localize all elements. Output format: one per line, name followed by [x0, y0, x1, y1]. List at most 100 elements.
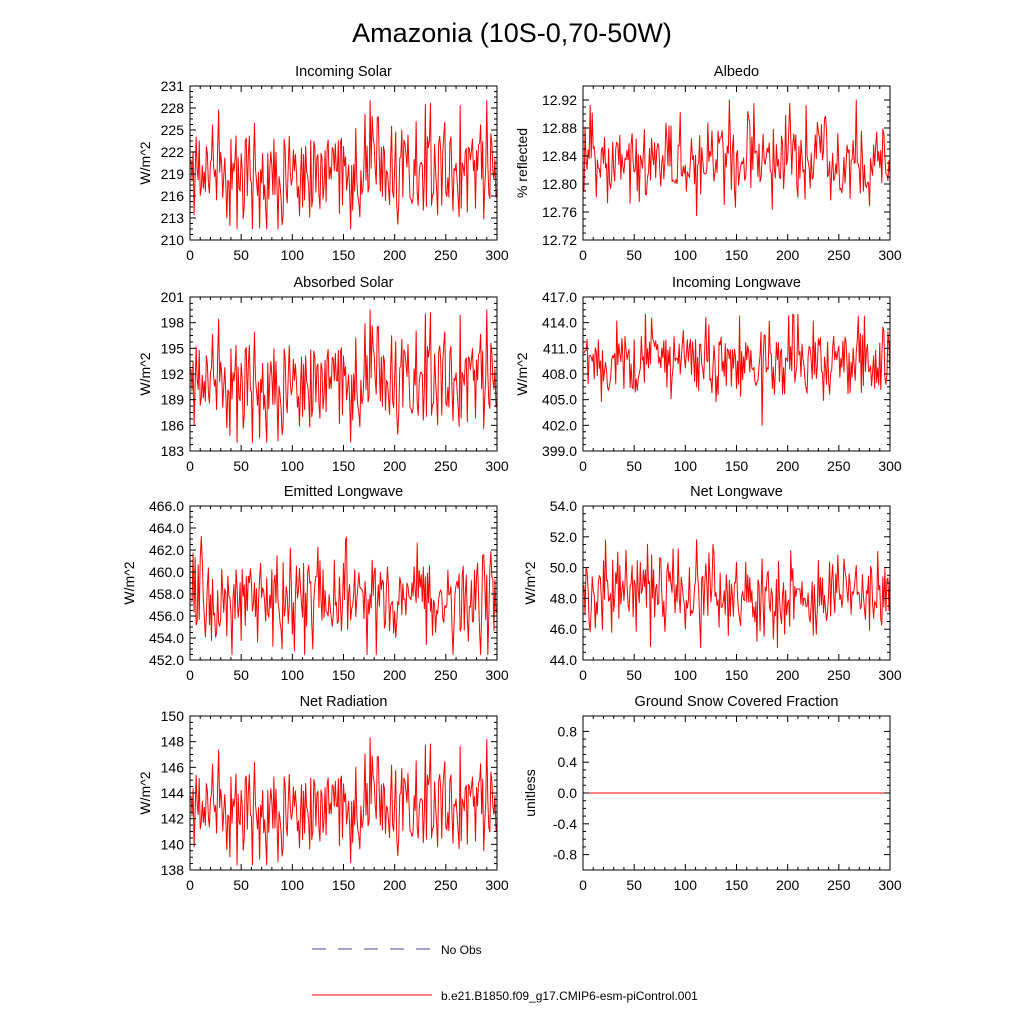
x-tick-label: 150	[725, 247, 749, 263]
panel-albedo: 0 50 100 150 200 250 300 12.72 12.76 12.80 12.84 12…	[514, 64, 902, 263]
x-tick-label: 150	[332, 247, 356, 263]
y-tick-label: 138	[161, 862, 185, 878]
x-tick-label: 250	[827, 247, 851, 263]
figure-title: Amazonia (10S-0,70-50W)	[352, 18, 672, 48]
x-tick-label: 300	[878, 667, 902, 683]
x-tick-label: 0	[186, 667, 194, 683]
y-tick-label: 12.80	[542, 176, 577, 192]
x-tick-label: 200	[776, 247, 800, 263]
y-tick-label: 12.76	[542, 204, 577, 220]
x-tick-label: 50	[233, 458, 249, 474]
x-tick-label: 250	[827, 458, 851, 474]
x-tick-label: 150	[332, 458, 356, 474]
series-line-incoming-solar-0	[190, 100, 498, 230]
x-tick-label: 150	[725, 877, 749, 893]
panel-title-incoming-solar: Incoming Solar	[295, 64, 392, 80]
panel-absorbed-solar: 0 50 100 150 200 250 300 183 186 189 192 195 198 201 A…	[137, 275, 509, 474]
y-tick-label: 222	[161, 144, 185, 160]
panel-title-ground-snow-covered-fraction: Ground Snow Covered Fraction	[635, 694, 839, 710]
x-tick-label: 50	[626, 458, 642, 474]
panel-net-longwave: 0 50 100 150 200 250 300 44.0 46.0 48.0 50.0 52.0 54…	[522, 484, 902, 683]
x-tick-label: 250	[434, 877, 458, 893]
y-tick-label: 228	[161, 100, 185, 116]
y-tick-label: 48.0	[550, 590, 577, 606]
x-tick-label: 200	[383, 877, 407, 893]
y-tick-label: 213	[161, 210, 185, 226]
y-tick-label: 411.0	[543, 340, 577, 356]
series-line-absorbed-solar-0	[190, 309, 498, 443]
y-tick-label: 231	[161, 78, 185, 94]
x-tick-label: 150	[725, 458, 749, 474]
y-axis-label-incoming-longwave: W/m^2	[514, 352, 530, 395]
y-tick-label: 12.72	[542, 232, 577, 248]
x-tick-label: 200	[383, 458, 407, 474]
x-tick-label: 250	[827, 667, 851, 683]
x-tick-label: 150	[725, 667, 749, 683]
x-tick-label: 300	[485, 247, 509, 263]
x-tick-label: 100	[281, 458, 305, 474]
y-tick-label: 12.92	[542, 92, 577, 108]
x-tick-label: 200	[776, 667, 800, 683]
y-tick-label: 189	[161, 392, 185, 408]
y-tick-label: 192	[161, 366, 185, 382]
y-tick-label: 186	[161, 417, 185, 433]
y-tick-label: 12.84	[542, 148, 577, 164]
x-tick-label: 200	[383, 247, 407, 263]
y-axis-label-ground-snow-covered-fraction: unitless	[522, 769, 538, 816]
panel-emitted-longwave: 0 50 100 150 200 250 300 452.0 454.0 456.0 458.0 46…	[121, 484, 509, 683]
panel-title-net-longwave: Net Longwave	[690, 484, 783, 500]
y-tick-label: 219	[161, 166, 185, 182]
y-tick-label: 195	[161, 340, 185, 356]
plot-frame-net-longwave	[582, 505, 891, 661]
y-tick-label: 460.0	[149, 564, 184, 580]
panel-ground-snow-covered-fraction: 0 50 100 150 200 250 300 -0.8 -0.4 0.0 0.4 0.8 Groun…	[522, 694, 902, 893]
y-tick-label: 146	[161, 759, 185, 775]
x-tick-label: 0	[579, 877, 587, 893]
x-tick-label: 300	[878, 458, 902, 474]
y-tick-label: 46.0	[550, 621, 577, 637]
panel-title-emitted-longwave: Emitted Longwave	[284, 484, 403, 500]
y-tick-label: 54.0	[550, 498, 577, 514]
x-tick-label: 250	[827, 877, 851, 893]
x-tick-label: 200	[776, 877, 800, 893]
x-tick-label: 150	[332, 667, 356, 683]
y-tick-label: 0.0	[558, 785, 578, 801]
x-tick-label: 0	[186, 247, 194, 263]
x-tick-label: 300	[878, 877, 902, 893]
x-tick-label: 250	[434, 667, 458, 683]
x-tick-label: 250	[434, 247, 458, 263]
x-tick-label: 300	[485, 877, 509, 893]
y-tick-label: 405.0	[542, 392, 577, 408]
y-tick-label: 462.0	[149, 542, 184, 558]
y-tick-label: 458.0	[149, 586, 184, 602]
x-tick-label: 100	[281, 667, 305, 683]
panel-net-radiation: 0 50 100 150 200 250 300 138 140 142 144 146 148 150 N…	[137, 694, 509, 893]
x-tick-label: 50	[626, 877, 642, 893]
y-axis-label-net-longwave: W/m^2	[522, 561, 538, 604]
y-tick-label: 452.0	[149, 652, 184, 668]
y-tick-label: 417.0	[542, 289, 577, 305]
series-line-net-radiation-0	[190, 737, 498, 866]
y-tick-label: -0.8	[553, 847, 577, 863]
y-tick-label: 44.0	[550, 652, 577, 668]
y-tick-label: 464.0	[149, 520, 184, 536]
y-tick-label: 183	[161, 443, 185, 459]
y-tick-label: 144	[161, 785, 185, 801]
x-tick-label: 50	[626, 667, 642, 683]
x-tick-label: 100	[674, 667, 698, 683]
y-tick-label: 456.0	[149, 608, 184, 624]
y-tick-label: 454.0	[149, 630, 184, 646]
y-tick-label: 201	[161, 289, 185, 305]
panel-incoming-solar: 0 50 100 150 200 250 300 210 213 216 219 222 225 228 2…	[137, 64, 509, 263]
y-tick-label: 52.0	[550, 529, 577, 545]
y-tick-label: 198	[161, 315, 185, 331]
y-tick-label: 466.0	[149, 498, 184, 514]
panel-title-incoming-longwave: Incoming Longwave	[672, 275, 801, 291]
y-axis-label-net-radiation: W/m^2	[137, 771, 153, 814]
x-tick-label: 0	[186, 877, 194, 893]
x-tick-label: 50	[626, 247, 642, 263]
x-tick-label: 100	[281, 247, 305, 263]
legend-label-model: b.e21.B1850.f09_g17.CMIP6-esm-piControl.…	[441, 989, 698, 1003]
y-tick-label: 210	[161, 232, 185, 248]
